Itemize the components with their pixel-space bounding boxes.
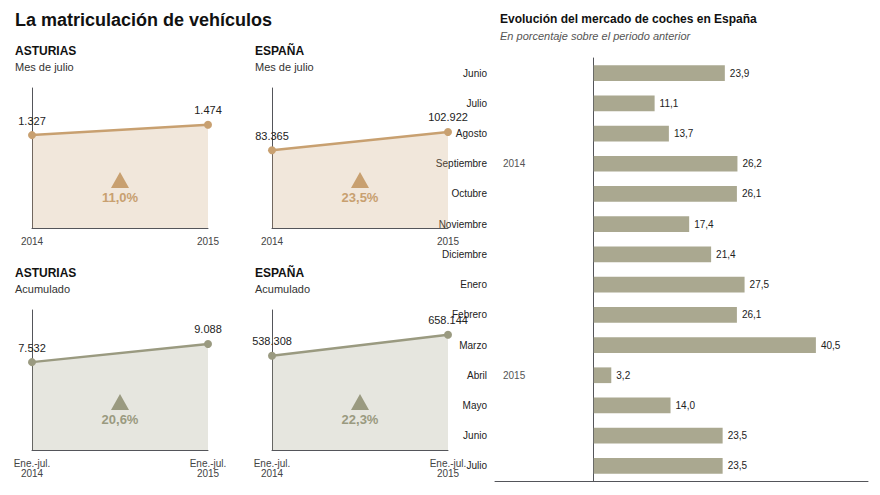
svg-text:Acumulado: Acumulado — [15, 283, 70, 295]
svg-text:Junio: Junio — [463, 68, 487, 79]
svg-text:En porcentaje sobre el periodo: En porcentaje sobre el periodo anterior — [500, 30, 692, 42]
svg-text:14,0: 14,0 — [676, 400, 696, 411]
svg-text:Ene.-jul.: Ene.-jul. — [253, 457, 291, 469]
svg-text:ESPAÑA: ESPAÑA — [255, 43, 304, 58]
svg-text:23,5: 23,5 — [728, 430, 748, 441]
svg-text:Acumulado: Acumulado — [255, 283, 310, 295]
svg-text:Marzo: Marzo — [459, 340, 487, 351]
svg-text:23,5%: 23,5% — [342, 190, 379, 205]
svg-text:La matriculación de vehículos: La matriculación de vehículos — [15, 10, 272, 30]
svg-text:26,1: 26,1 — [742, 309, 762, 320]
svg-text:23,5: 23,5 — [728, 460, 748, 471]
svg-text:40,5: 40,5 — [821, 340, 841, 351]
svg-text:538.308: 538.308 — [252, 335, 292, 347]
svg-text:102.922: 102.922 — [428, 111, 468, 123]
svg-text:658.144: 658.144 — [428, 314, 468, 326]
svg-text:Julio: Julio — [466, 98, 487, 109]
svg-text:83.365: 83.365 — [255, 130, 289, 142]
svg-text:Ene.-jul.: Ene.-jul. — [429, 457, 467, 469]
svg-text:Septiembre: Septiembre — [435, 158, 487, 170]
svg-text:Ene.-jul.: Ene.-jul. — [189, 457, 227, 469]
svg-text:Ene.-jul.: Ene.-jul. — [13, 457, 51, 469]
svg-text:Mayo: Mayo — [463, 400, 488, 411]
svg-text:2014: 2014 — [21, 468, 44, 479]
svg-text:11,1: 11,1 — [660, 98, 679, 109]
svg-text:Mes de julio: Mes de julio — [255, 61, 314, 73]
svg-text:Abril: Abril — [467, 370, 487, 381]
svg-text:9.088: 9.088 — [194, 323, 222, 335]
svg-text:2014: 2014 — [261, 468, 284, 479]
svg-text:2015: 2015 — [437, 236, 460, 247]
svg-text:Diciembre: Diciembre — [442, 249, 487, 260]
svg-text:Octubre: Octubre — [451, 188, 487, 199]
svg-text:Agosto: Agosto — [456, 128, 488, 139]
svg-text:Enero: Enero — [460, 279, 487, 290]
svg-text:7.532: 7.532 — [18, 342, 46, 354]
svg-text:Julio: Julio — [466, 460, 487, 471]
svg-text:Junio: Junio — [463, 430, 487, 441]
svg-text:1.327: 1.327 — [18, 115, 46, 127]
svg-text:17,4: 17,4 — [694, 219, 714, 230]
svg-text:Evolución del mercado de coche: Evolución del mercado de coches en Españ… — [500, 12, 757, 26]
svg-text:2014: 2014 — [21, 236, 44, 247]
svg-text:ASTURIAS: ASTURIAS — [15, 266, 76, 280]
svg-text:21,4: 21,4 — [716, 249, 736, 260]
svg-text:ESPAÑA: ESPAÑA — [255, 265, 304, 280]
svg-text:27,5: 27,5 — [750, 279, 770, 290]
svg-text:22,3%: 22,3% — [342, 412, 379, 427]
svg-text:26,1: 26,1 — [742, 188, 762, 199]
svg-text:2014: 2014 — [261, 236, 284, 247]
svg-text:2015: 2015 — [437, 468, 460, 479]
svg-text:1.474: 1.474 — [194, 104, 222, 116]
svg-text:2015: 2015 — [197, 236, 220, 247]
svg-text:13,7: 13,7 — [674, 128, 694, 139]
svg-text:3,2: 3,2 — [616, 370, 630, 381]
svg-text:Noviembre: Noviembre — [438, 218, 487, 230]
svg-text:20,6%: 20,6% — [102, 412, 139, 427]
svg-text:Mes de julio: Mes de julio — [15, 61, 74, 73]
svg-text:11,0%: 11,0% — [102, 190, 139, 205]
svg-text:2014: 2014 — [503, 158, 526, 169]
svg-text:2015: 2015 — [503, 370, 526, 381]
svg-text:23,9: 23,9 — [730, 68, 750, 79]
svg-text:ASTURIAS: ASTURIAS — [15, 44, 76, 58]
svg-text:26,2: 26,2 — [742, 158, 762, 169]
svg-text:2015: 2015 — [197, 468, 220, 479]
svg-text:Febrero: Febrero — [452, 309, 487, 321]
